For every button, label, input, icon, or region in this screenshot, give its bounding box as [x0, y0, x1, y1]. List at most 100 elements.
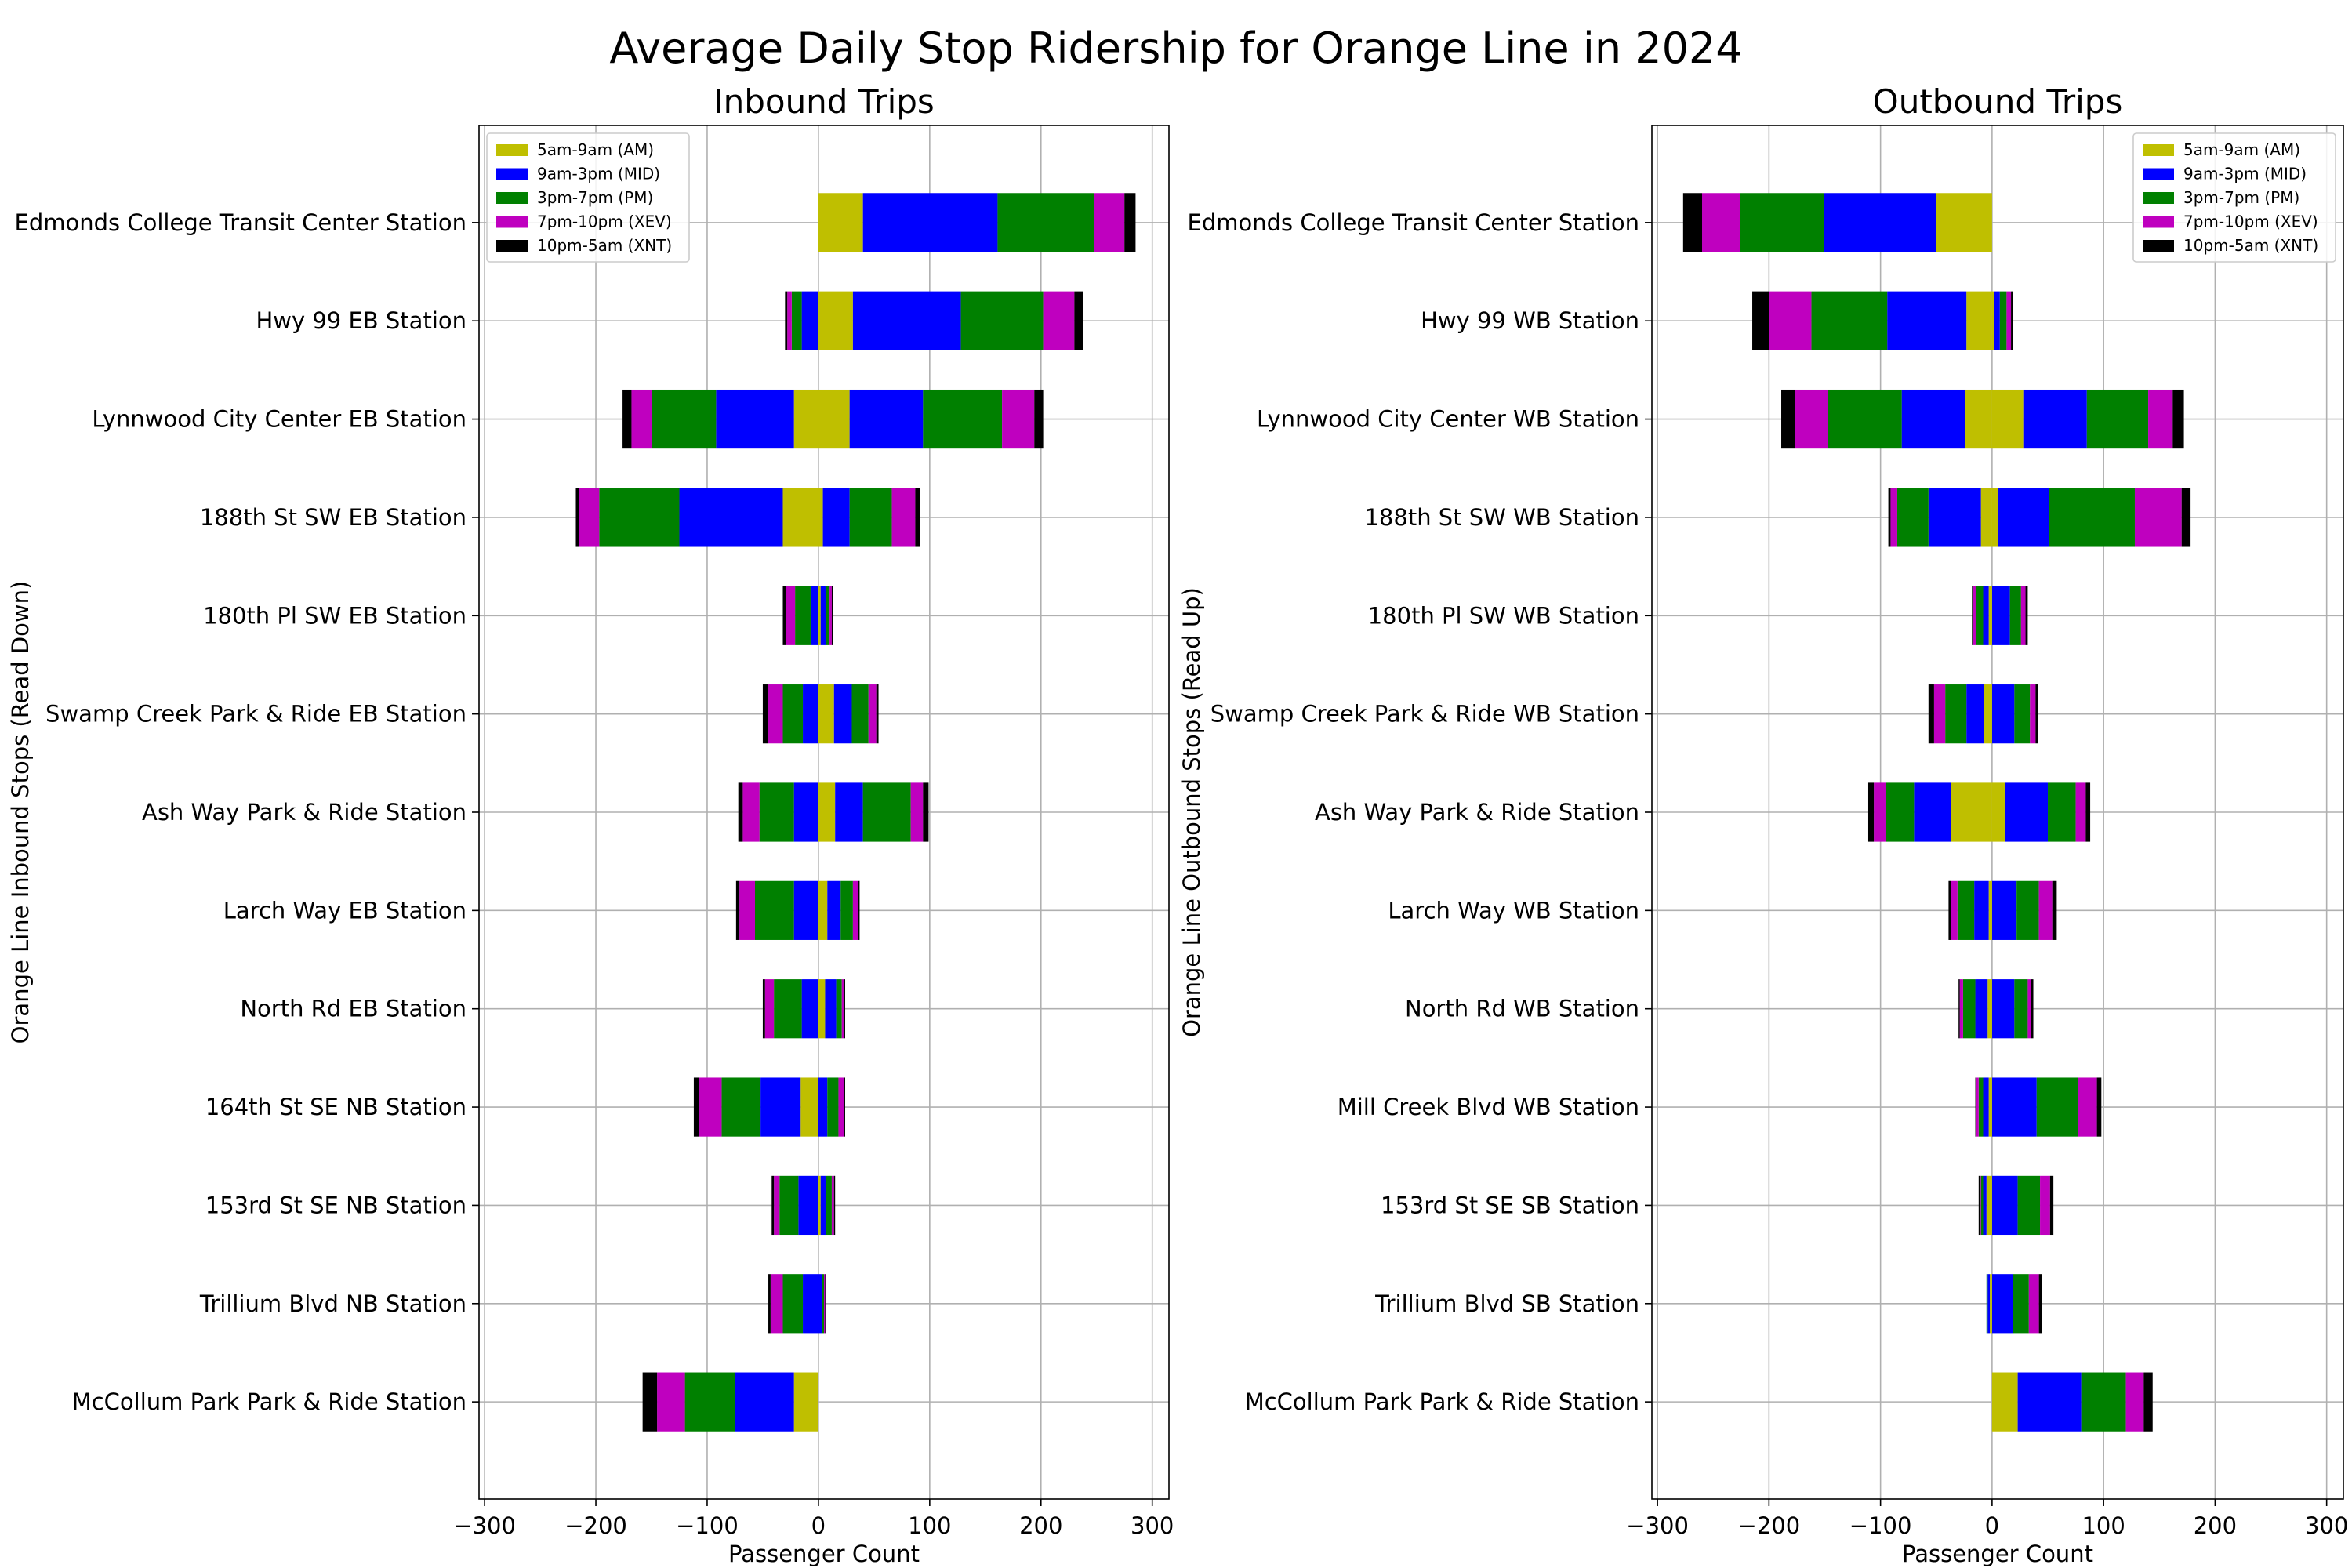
- bar-segment: [851, 684, 869, 744]
- bar-segment: [825, 979, 837, 1039]
- bar-segment: [1991, 586, 2010, 645]
- x-tick-label: 200: [1019, 1512, 1062, 1539]
- bar-segment: [1867, 782, 1875, 842]
- bar-segment: [652, 389, 717, 449]
- bar-segment: [836, 979, 842, 1039]
- bar-segment: [1998, 488, 2049, 547]
- bar-segment: [1976, 586, 1984, 645]
- bar-segment: [768, 684, 783, 744]
- bar-segment: [1974, 880, 1989, 940]
- bar-segment: [762, 684, 769, 744]
- y-tick-label: 188th St SW EB Station: [200, 504, 466, 531]
- bar-segment: [2013, 1274, 2029, 1334]
- bar-segment: [1962, 979, 1976, 1039]
- bar-segment: [1980, 488, 1992, 547]
- bar-segment: [1702, 193, 1740, 252]
- bar-segment: [1975, 979, 1988, 1039]
- bar-segment: [1988, 1077, 1992, 1137]
- bar-segment: [795, 586, 811, 645]
- bar-segment: [831, 586, 833, 645]
- bar-segment: [1991, 1372, 2018, 1432]
- bar-segment: [1991, 1175, 2018, 1236]
- bar-segment: [2085, 782, 2091, 842]
- bar-segment: [915, 488, 920, 547]
- bar-segment: [818, 291, 853, 350]
- bar-segment: [818, 1175, 821, 1236]
- bar-segment: [2011, 291, 2013, 350]
- bar-segment: [2014, 979, 2028, 1039]
- bar-segment: [699, 1077, 722, 1137]
- bar-segment: [1994, 291, 2000, 350]
- bar-segment: [2014, 684, 2031, 744]
- bar-segment: [1973, 586, 1976, 645]
- bar-segment: [844, 1077, 845, 1137]
- bar-segment: [2009, 586, 2021, 645]
- x-tick-label: −200: [564, 1512, 627, 1539]
- bar-segment: [923, 782, 929, 842]
- bar-segment: [2049, 488, 2135, 547]
- bar-segment: [2172, 389, 2184, 449]
- y-tick-label: 180th Pl SW EB Station: [203, 602, 466, 629]
- bar-segment: [2143, 1372, 2153, 1432]
- bar-segment: [2096, 1077, 2102, 1137]
- bar-segment: [822, 488, 850, 547]
- bar-segment: [803, 1274, 818, 1334]
- bar-segment: [2086, 389, 2149, 449]
- bar-segment: [1991, 488, 1998, 547]
- bar-segment: [742, 782, 760, 842]
- bar-segment: [810, 586, 818, 645]
- bar-segment: [2181, 488, 2191, 547]
- bar-segment: [1957, 880, 1975, 940]
- bar-segment: [2027, 979, 2031, 1039]
- bar-segment: [2031, 979, 2034, 1039]
- bar-segment: [1991, 684, 2015, 744]
- bar-segment: [770, 1274, 783, 1334]
- bar-segment: [786, 586, 796, 645]
- bar-segment: [2005, 782, 2049, 842]
- bar-segment: [818, 979, 826, 1039]
- bar-segment: [798, 1175, 818, 1236]
- bar-segment: [793, 389, 818, 449]
- legend-swatch: [2143, 216, 2174, 228]
- bar-segment: [1991, 979, 2015, 1039]
- bar-segment: [782, 586, 786, 645]
- bar-segment: [852, 291, 961, 350]
- y-tick-label: 188th St SW WB Station: [1364, 504, 1639, 531]
- x-axis-label: Passenger Count: [1902, 1541, 2093, 1567]
- bar-segment: [1043, 291, 1075, 350]
- legend-label: 9am-3pm (MID): [537, 165, 660, 183]
- y-axis-label: Orange Line Inbound Stops (Read Down): [7, 581, 34, 1044]
- y-tick-label: Mill Creek Blvd WB Station: [1338, 1094, 1639, 1120]
- x-tick-label: 0: [1985, 1512, 1999, 1539]
- bar-segment: [826, 1175, 832, 1236]
- bar-segment: [1928, 488, 1981, 547]
- bar-segment: [2075, 782, 2086, 842]
- legend-swatch: [496, 240, 528, 252]
- legend-label: 10pm-5am (XNT): [2183, 236, 2318, 255]
- bar-segment: [793, 1372, 818, 1432]
- bar-segment: [779, 1175, 799, 1236]
- legend-label: 3pm-7pm (PM): [537, 188, 653, 207]
- y-tick-label: 153rd St SE SB Station: [1381, 1192, 1639, 1218]
- bar-segment: [1914, 782, 1951, 842]
- bar-segment: [960, 291, 1044, 350]
- bar-segment: [1986, 1175, 1992, 1236]
- bar-segment: [1991, 291, 1994, 350]
- bar-segment: [1983, 586, 1989, 645]
- bar-segment: [768, 1274, 771, 1334]
- bar-segment: [1682, 193, 1703, 252]
- bar-segment: [2006, 291, 2012, 350]
- x-tick-label: −300: [1626, 1512, 1689, 1539]
- legend-label: 7pm-10pm (XEV): [537, 212, 672, 231]
- y-tick-label: Swamp Creek Park & Ride WB Station: [1210, 701, 1639, 728]
- bar-segment: [782, 684, 804, 744]
- x-tick-label: 100: [908, 1512, 951, 1539]
- bar-segment: [1740, 193, 1824, 252]
- bar-segment: [1987, 979, 1992, 1039]
- panel-title: Inbound Trips: [713, 82, 935, 121]
- bar-segment: [1752, 291, 1769, 350]
- bar-segment: [1972, 586, 1973, 645]
- bar-segment: [1958, 979, 1960, 1039]
- bar-segment: [1887, 291, 1967, 350]
- bar-segment: [2048, 782, 2076, 842]
